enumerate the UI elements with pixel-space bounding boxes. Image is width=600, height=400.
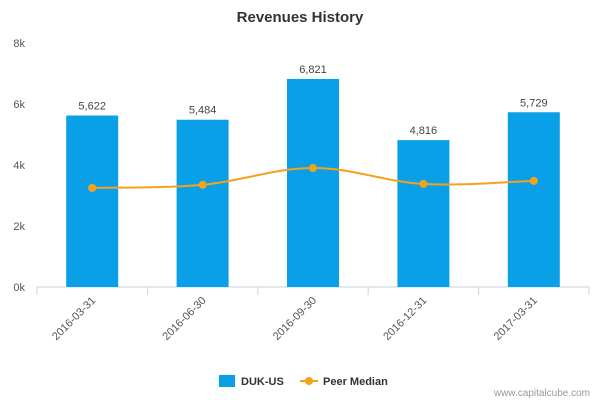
- line-point: [309, 164, 317, 173]
- y-tick-label: 2k: [13, 221, 25, 233]
- line-point: [88, 183, 97, 192]
- y-tick-label: 4k: [13, 160, 25, 172]
- y-tick-label: 6k: [13, 99, 25, 111]
- y-tick-label: 8k: [13, 38, 25, 50]
- y-axis: 0k 2k 4k 6k 8k: [13, 38, 25, 294]
- bar-data-label: 5,484: [189, 105, 217, 117]
- bar: [176, 119, 229, 287]
- x-tick-label: 2017-03-31: [492, 295, 540, 343]
- chart-title: Revenues History: [237, 9, 364, 26]
- line-series: [88, 164, 538, 192]
- line-point: [198, 180, 207, 189]
- legend-bar-label: DUK-US: [241, 376, 284, 388]
- bar-data-label: 6,821: [299, 64, 327, 76]
- legend-line-marker: [305, 377, 313, 385]
- line-point: [419, 179, 428, 188]
- x-tick-label: 2016-09-30: [271, 295, 319, 343]
- x-tick-label: 2016-06-30: [160, 295, 208, 343]
- legend: DUK-US Peer Median: [219, 375, 388, 388]
- x-tick-label: 2016-03-31: [50, 295, 98, 343]
- credit-text: www.capitalcube.com: [493, 388, 590, 399]
- bar-data-label: 5,622: [78, 101, 106, 113]
- bar: [66, 115, 119, 288]
- bar: [397, 140, 450, 287]
- legend-bar-swatch: [219, 375, 235, 387]
- bar-data-label: 4,816: [410, 125, 438, 137]
- x-axis: 2016-03-31 2016-06-30 2016-09-30 2016-12-31…: [36, 286, 590, 343]
- bar-series: 5,622 5,484 6,821 4,816 5,729: [66, 64, 560, 288]
- line-point: [529, 176, 538, 185]
- bar-data-label: 5,729: [520, 97, 548, 109]
- x-tick-label: 2016-12-31: [381, 295, 429, 343]
- legend-line-label: Peer Median: [323, 376, 388, 388]
- y-tick-label: 0k: [13, 282, 25, 294]
- bar: [507, 112, 560, 287]
- bar: [287, 78, 339, 287]
